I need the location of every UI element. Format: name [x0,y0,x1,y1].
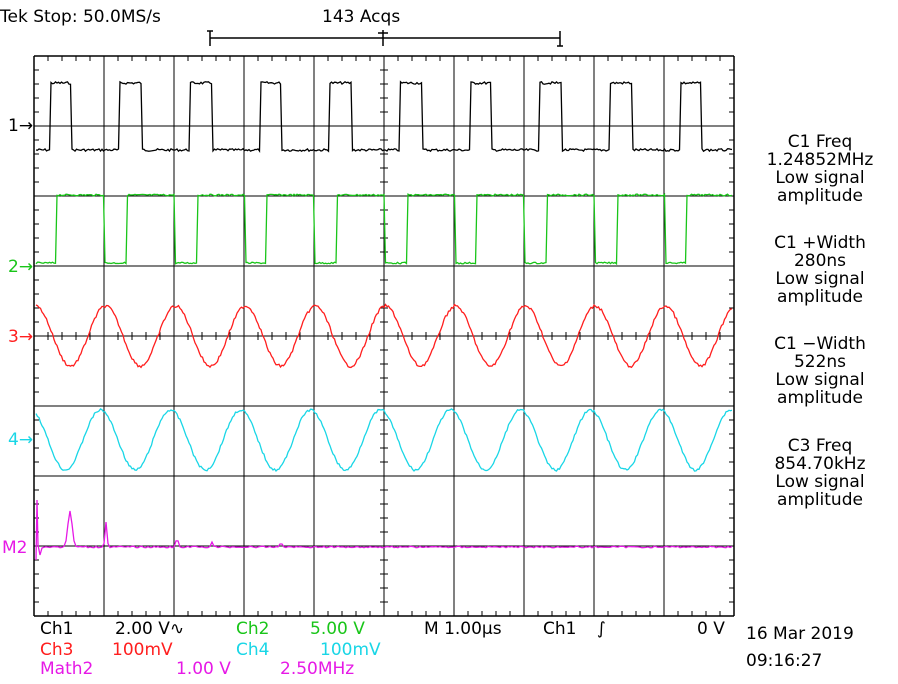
math2-scale: 1.00 V [176,659,231,679]
measurement-3: C1 −Width 522ns Low signal amplitude [742,335,898,407]
ch2-scale: 5.00 V [310,619,365,639]
measurement-note: Low signal [775,472,865,492]
ch4-label: Ch4 [236,640,270,660]
measurement-note: Low signal [775,168,865,188]
trigger-level: 0 V [697,619,725,639]
ch3-ground-marker: 3→ [8,327,34,347]
measurement-note: Low signal [775,370,865,390]
acquisition-count: 143 Acqs [322,7,401,27]
ch3-trace [35,303,733,369]
record-position-bracket [207,30,563,47]
math2-trace [35,499,733,561]
measurement-1: C1 Freq 1.24852MHz Low signal amplitude [742,133,898,205]
ch1-ground-marker: 1→ [8,116,34,136]
ch2-trace [35,192,733,266]
time-readout: 09:16:27 [746,651,823,671]
ch3-scale: 100mV [112,640,173,660]
measurement-note: amplitude [777,287,863,307]
measurement-note: amplitude [777,388,863,408]
ch2-label: Ch2 [236,619,270,639]
ch1-scale: 2.00 V∿ [115,619,185,639]
ch1-label: Ch1 [40,619,74,639]
ch3-label: Ch3 [40,640,74,660]
ch2-ground-marker: 2→ [8,257,34,277]
measurement-label: C1 −Width [774,334,866,354]
math2-marker: M2 [2,538,28,558]
measurement-value: 280ns [793,251,847,271]
ch4-trace [35,408,733,473]
measurement-label: C1 +Width [774,233,866,253]
measurement-note: amplitude [777,490,863,510]
math2-label: Math2 [40,659,94,679]
measurement-2: C1 +Width 280ns Low signal amplitude [742,234,898,306]
ch4-scale: 100mV [320,640,381,660]
trigger-slope-icon: ∫ [597,619,606,639]
measurement-value: 854.70kHz [774,454,866,474]
measurement-label: C3 Freq [787,436,853,456]
measurement-value: 1.24852MHz [766,150,874,170]
measurement-value: 522ns [793,352,847,372]
math2-frequency: 2.50MHz [280,659,355,679]
date-readout: 16 Mar 2019 [746,624,854,644]
measurement-label: C1 Freq [787,132,853,152]
acquisition-status: Tek Stop: 50.0MS/s [0,7,161,27]
measurement-note: amplitude [777,186,863,206]
measurement-4: C3 Freq 854.70kHz Low signal amplitude [742,437,898,509]
graticule [33,55,735,617]
timebase-readout: M 1.00µs [424,619,502,639]
measurement-note: Low signal [775,269,865,289]
ch1-trace [35,80,733,153]
ch4-ground-marker: 4→ [8,430,34,450]
trigger-source: Ch1 [543,619,577,639]
